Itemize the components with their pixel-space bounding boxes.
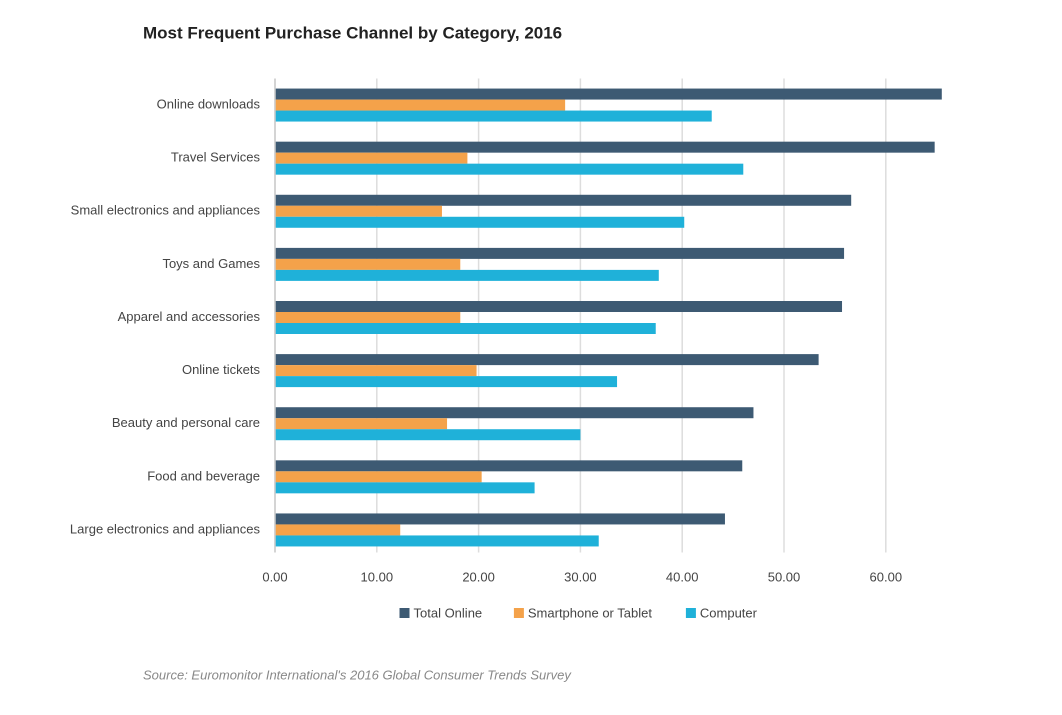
legend-label: Computer [700,605,758,620]
bar [275,418,448,430]
bar [275,205,442,217]
y-tick-label: Apparel and accessories [118,309,261,324]
x-tick-label: 10.00 [361,569,394,584]
bar [275,88,942,100]
bar [275,269,659,281]
legend-swatch [399,608,410,618]
y-tick-label: Online tickets [182,362,261,377]
bar [275,354,819,366]
y-tick-label: Small electronics and appliances [71,203,261,218]
bar [275,535,599,547]
bar [275,312,461,323]
chart-title: Most Frequent Purchase Channel by Catego… [143,23,562,42]
y-tick-label: Large electronics and appliances [70,521,261,536]
bar [275,429,581,441]
bar [275,524,401,536]
bar [275,99,566,111]
bar [275,513,725,525]
bar [275,365,477,377]
y-tick-label: Toys and Games [162,256,260,271]
y-tick-label: Online downloads [157,96,261,111]
x-tick-label: 60.00 [870,569,903,584]
bar [275,258,461,270]
bar [275,152,468,164]
bar [275,407,754,419]
bar [275,323,656,334]
bar [275,482,535,494]
bar [275,110,712,122]
legend-swatch [513,608,524,618]
y-tick-label: Beauty and personal care [112,415,260,430]
legend-label: Smartphone or Tablet [528,605,652,620]
y-tick-label: Food and beverage [147,468,260,483]
x-tick-label: 20.00 [462,569,495,584]
x-tick-label: 0.00 [262,569,287,584]
bar [275,471,482,483]
legend-label: Total Online [414,605,483,620]
bar [275,194,852,206]
bar [275,141,935,153]
bar [275,376,618,388]
bar [275,247,845,259]
x-tick-label: 30.00 [564,569,597,584]
bar [275,460,743,472]
x-tick-label: 50.00 [768,569,801,584]
bar [275,163,744,175]
x-tick-label: 40.00 [666,569,699,584]
bar [275,216,685,228]
y-tick-label: Travel Services [171,150,261,165]
source-note: Source: Euromonitor International's 2016… [143,667,572,682]
legend-swatch [685,608,696,618]
bar [275,301,843,312]
